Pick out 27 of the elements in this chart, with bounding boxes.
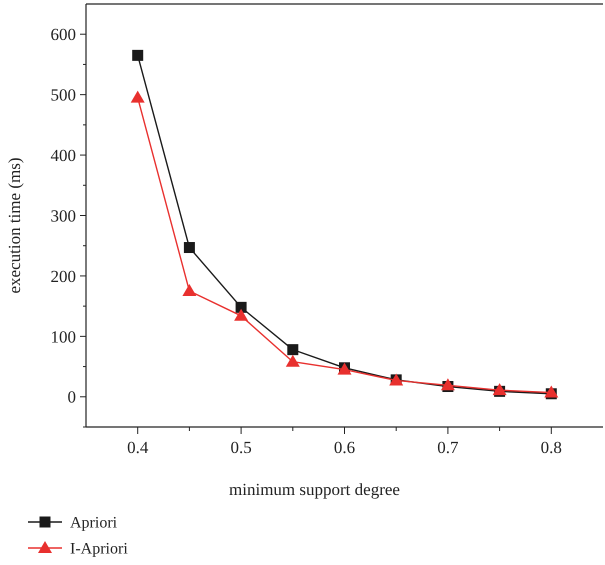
point <box>492 383 507 396</box>
point <box>287 344 298 356</box>
point <box>184 242 195 254</box>
y-tick-label: 400 <box>50 146 76 166</box>
x-tick-label: 0.8 <box>540 438 562 457</box>
x-tick-label: 0.7 <box>437 438 460 457</box>
y-tick-label: 100 <box>50 327 76 346</box>
point <box>440 378 455 390</box>
y-axis-title: execution time (ms) <box>5 158 24 294</box>
point <box>130 90 145 103</box>
legend-label: Apriori <box>70 514 118 532</box>
y-tick-label: 600 <box>50 25 76 44</box>
point <box>182 284 196 296</box>
y-tick-label: 300 <box>50 206 76 226</box>
point <box>286 354 300 367</box>
x-tick-label: 0.6 <box>334 438 356 457</box>
y-tick-label: 200 <box>50 266 76 286</box>
point <box>234 308 248 321</box>
y-tick-label: 500 <box>50 86 76 105</box>
point <box>132 50 144 61</box>
y-tick-label: 0 <box>68 388 76 407</box>
x-tick-label: 0.5 <box>230 438 252 457</box>
point <box>544 386 558 398</box>
x-axis-title: minimum support degree <box>229 480 400 499</box>
legend-label: I-Apriori <box>70 540 128 558</box>
x-tick-label: 0.4 <box>127 438 149 457</box>
point <box>236 302 247 313</box>
